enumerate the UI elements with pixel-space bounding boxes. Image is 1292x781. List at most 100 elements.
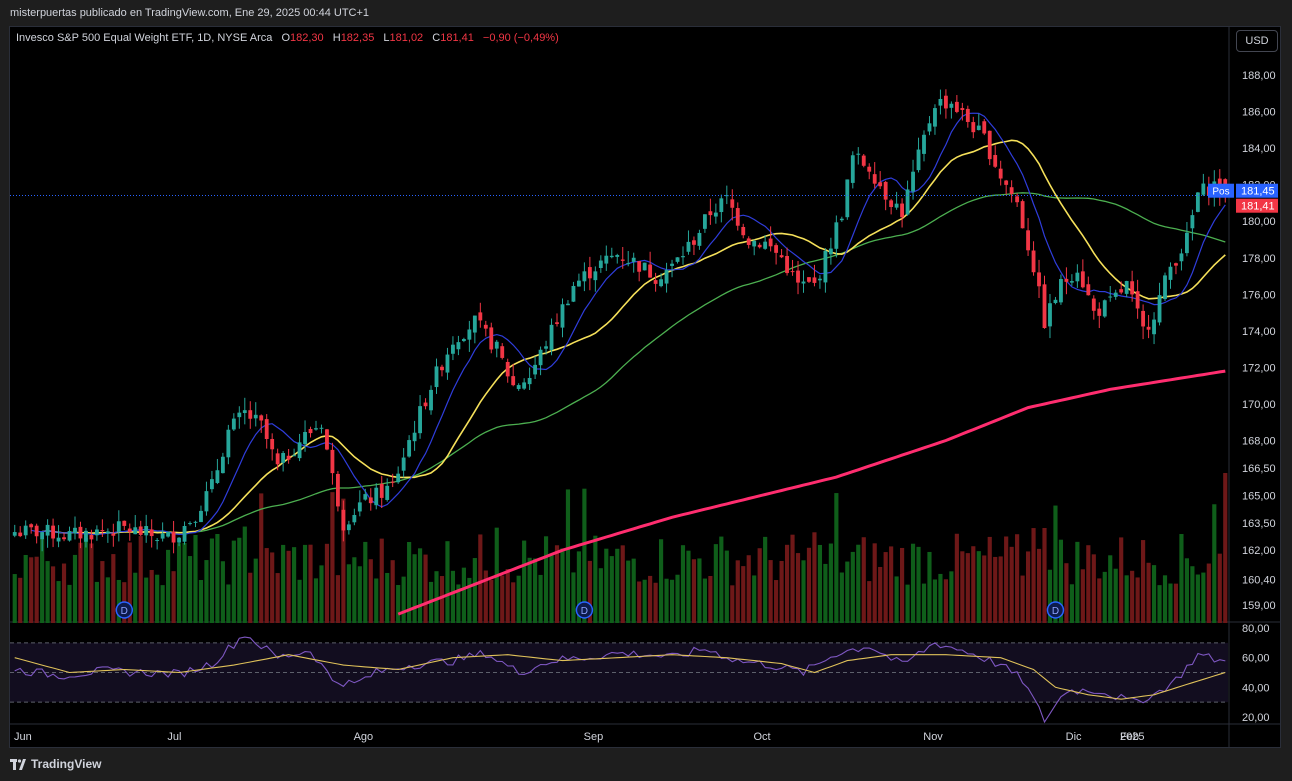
time-tick-label: Dic [1066, 731, 1082, 743]
volume-bar [1141, 540, 1146, 623]
candle-body [1091, 298, 1096, 311]
currency-button[interactable]: USD [1236, 30, 1278, 52]
volume-bar [916, 546, 921, 623]
candle-body [1146, 326, 1151, 330]
volume-bar [746, 555, 751, 623]
volume-bar [839, 572, 844, 623]
candle-body [461, 339, 466, 342]
candle-body [1195, 192, 1200, 212]
volume-bar [565, 489, 571, 623]
volume-bar [23, 554, 28, 623]
volume-bar [757, 548, 762, 623]
candle-body [451, 344, 455, 354]
volume-bar [313, 578, 319, 623]
candle-body [933, 108, 937, 127]
volume-bar [231, 540, 236, 623]
price-tick-label: 159,00 [1242, 600, 1276, 612]
candle-body [138, 526, 143, 535]
volume-bar [215, 533, 220, 623]
volume-bar [1168, 583, 1173, 623]
volume-bar [324, 543, 330, 623]
symbol-name: Invesco S&P 500 Equal Weight ETF, 1D, NY… [16, 32, 273, 44]
candle-body [281, 453, 286, 463]
volume-bar [828, 543, 833, 623]
candle-body [544, 346, 548, 349]
candle-body [982, 121, 987, 134]
dividend-label: D [1052, 606, 1059, 617]
candle-body [188, 523, 192, 525]
volume-bar [56, 581, 61, 623]
candle-body [1135, 291, 1140, 309]
volume-bar [319, 565, 324, 623]
volume-bar [83, 537, 89, 623]
volume-bar [149, 569, 154, 623]
candle-body [286, 455, 291, 460]
volume-bar [1108, 555, 1113, 623]
candle-body [303, 432, 307, 445]
volume-bar [593, 535, 598, 623]
candle-body [100, 530, 105, 532]
volume-bar [982, 555, 987, 623]
candle-body [440, 366, 444, 371]
close-value: 181,41 [440, 32, 474, 44]
volume-bar [943, 579, 948, 623]
candle-body [598, 260, 603, 268]
candle-body [325, 429, 329, 450]
volume-bar [1042, 528, 1047, 623]
volume-bar [993, 556, 998, 623]
candle-body [872, 174, 877, 184]
dividend-marker[interactable]: D [575, 601, 594, 619]
price-tick-label: 170,00 [1242, 399, 1276, 411]
volume-bar [949, 571, 954, 623]
header-bar: misterpuertas publicado en TradingView.c… [0, 0, 1292, 26]
candle-body [505, 361, 510, 377]
candle-body [423, 402, 428, 407]
volume-bar [105, 577, 110, 623]
candle-body [1119, 289, 1124, 293]
open-label: O [281, 32, 291, 44]
volume-bar [1086, 545, 1091, 623]
candle-body [883, 181, 888, 200]
volume-bar [801, 560, 806, 623]
volume-bar [598, 568, 603, 623]
volume-bar [72, 554, 78, 623]
volume-bar [193, 534, 198, 623]
price-tick-label: 178,00 [1242, 253, 1276, 265]
candle-body [78, 526, 83, 539]
tradingview-logo[interactable]: TradingView [10, 757, 101, 771]
volume-bar [998, 556, 1003, 623]
candle-body [867, 166, 872, 172]
volume-bar [100, 561, 105, 623]
candle-body [231, 418, 236, 430]
candle-body [538, 349, 543, 366]
candle-body [763, 241, 768, 249]
dividend-marker[interactable]: D [1046, 601, 1065, 619]
candle-body [724, 195, 729, 197]
volume-bar [1157, 585, 1162, 623]
volume-bar [900, 547, 905, 623]
candle-body [73, 527, 77, 534]
volume-bar [166, 549, 171, 623]
chart-frame[interactable] [9, 26, 1281, 748]
volume-bar [308, 544, 313, 623]
volume-bar [187, 556, 193, 623]
candle-body [697, 232, 702, 246]
volume-bar [817, 544, 823, 623]
candle-body [604, 255, 609, 264]
last-price-tag [1236, 198, 1278, 213]
candle-body [226, 429, 231, 458]
volume-bar [669, 579, 675, 623]
candle-body [938, 98, 943, 106]
volume-bar [407, 542, 412, 623]
candle-body [790, 271, 795, 273]
volume-bar [1091, 554, 1096, 623]
candle-body [1124, 281, 1129, 294]
time-tick-label: Nov [923, 731, 943, 743]
volume-bar [1173, 583, 1179, 623]
candle-body [215, 470, 220, 483]
dividend-marker[interactable]: D [115, 601, 134, 619]
volume-bar [889, 546, 894, 623]
volume-bar [823, 563, 828, 623]
volume-bar [12, 574, 17, 623]
